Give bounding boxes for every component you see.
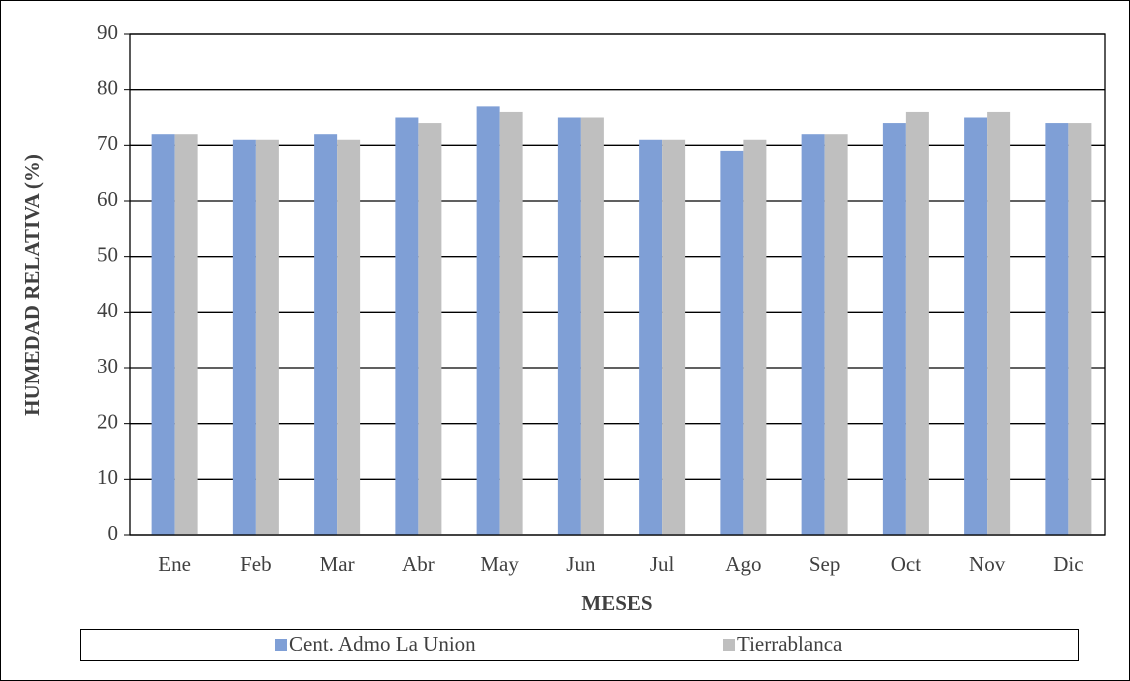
- x-tick-label: Jun: [566, 552, 596, 576]
- bar: [580, 117, 604, 535]
- y-tick-label: 90: [97, 20, 118, 44]
- bar: [418, 123, 442, 536]
- x-tick-label: Dic: [1053, 552, 1083, 576]
- x-tick-label: Jul: [650, 552, 675, 576]
- y-tick-label: 40: [97, 298, 118, 322]
- y-tick-label: 30: [97, 354, 118, 378]
- x-tick-label: Sep: [809, 552, 841, 576]
- y-tick-label: 70: [97, 131, 118, 155]
- bar: [499, 111, 523, 535]
- bar: [720, 150, 744, 535]
- bar: [395, 117, 419, 535]
- x-tick-label: Feb: [240, 552, 272, 576]
- bar: [824, 134, 848, 535]
- bar: [255, 139, 279, 535]
- y-tick-label: 10: [97, 465, 118, 489]
- legend-label: Tierrablanca: [737, 632, 843, 656]
- y-tick-label: 0: [108, 521, 119, 545]
- bar: [232, 139, 256, 535]
- x-tick-label: Ago: [725, 552, 761, 576]
- bar: [639, 139, 663, 535]
- bar: [964, 117, 988, 535]
- x-axis-label: MESES: [581, 591, 652, 615]
- legend-label: Cent. Admo La Union: [289, 632, 476, 656]
- bar: [801, 134, 825, 535]
- x-tick-label: Oct: [891, 552, 921, 576]
- y-tick-label: 20: [97, 409, 118, 433]
- x-tick-label: Abr: [402, 552, 435, 576]
- y-tick-label: 50: [97, 242, 118, 266]
- bar: [337, 139, 361, 535]
- bar: [905, 111, 929, 535]
- x-tick-label: May: [480, 552, 519, 576]
- x-tick-label: Ene: [158, 552, 191, 576]
- bar: [476, 106, 500, 535]
- y-tick-label: 60: [97, 187, 118, 211]
- y-axis-label: HUMEDAD RELATIVA (%): [20, 154, 44, 416]
- plot-border: [129, 33, 1106, 536]
- bar: [151, 134, 175, 535]
- x-tick-label: Mar: [320, 552, 355, 576]
- bar: [743, 139, 767, 535]
- legend-marker: [723, 639, 735, 651]
- bar: [174, 134, 198, 535]
- bar: [314, 134, 338, 535]
- bar: [557, 117, 581, 535]
- y-tick-label: 80: [97, 75, 118, 99]
- bar: [1068, 123, 1092, 536]
- bar: [1045, 123, 1069, 536]
- bar: [662, 139, 686, 535]
- bar: [987, 111, 1011, 535]
- legend-box: [80, 629, 1079, 661]
- bar: [882, 123, 906, 536]
- legend-marker: [275, 639, 287, 651]
- x-tick-label: Nov: [969, 552, 1006, 576]
